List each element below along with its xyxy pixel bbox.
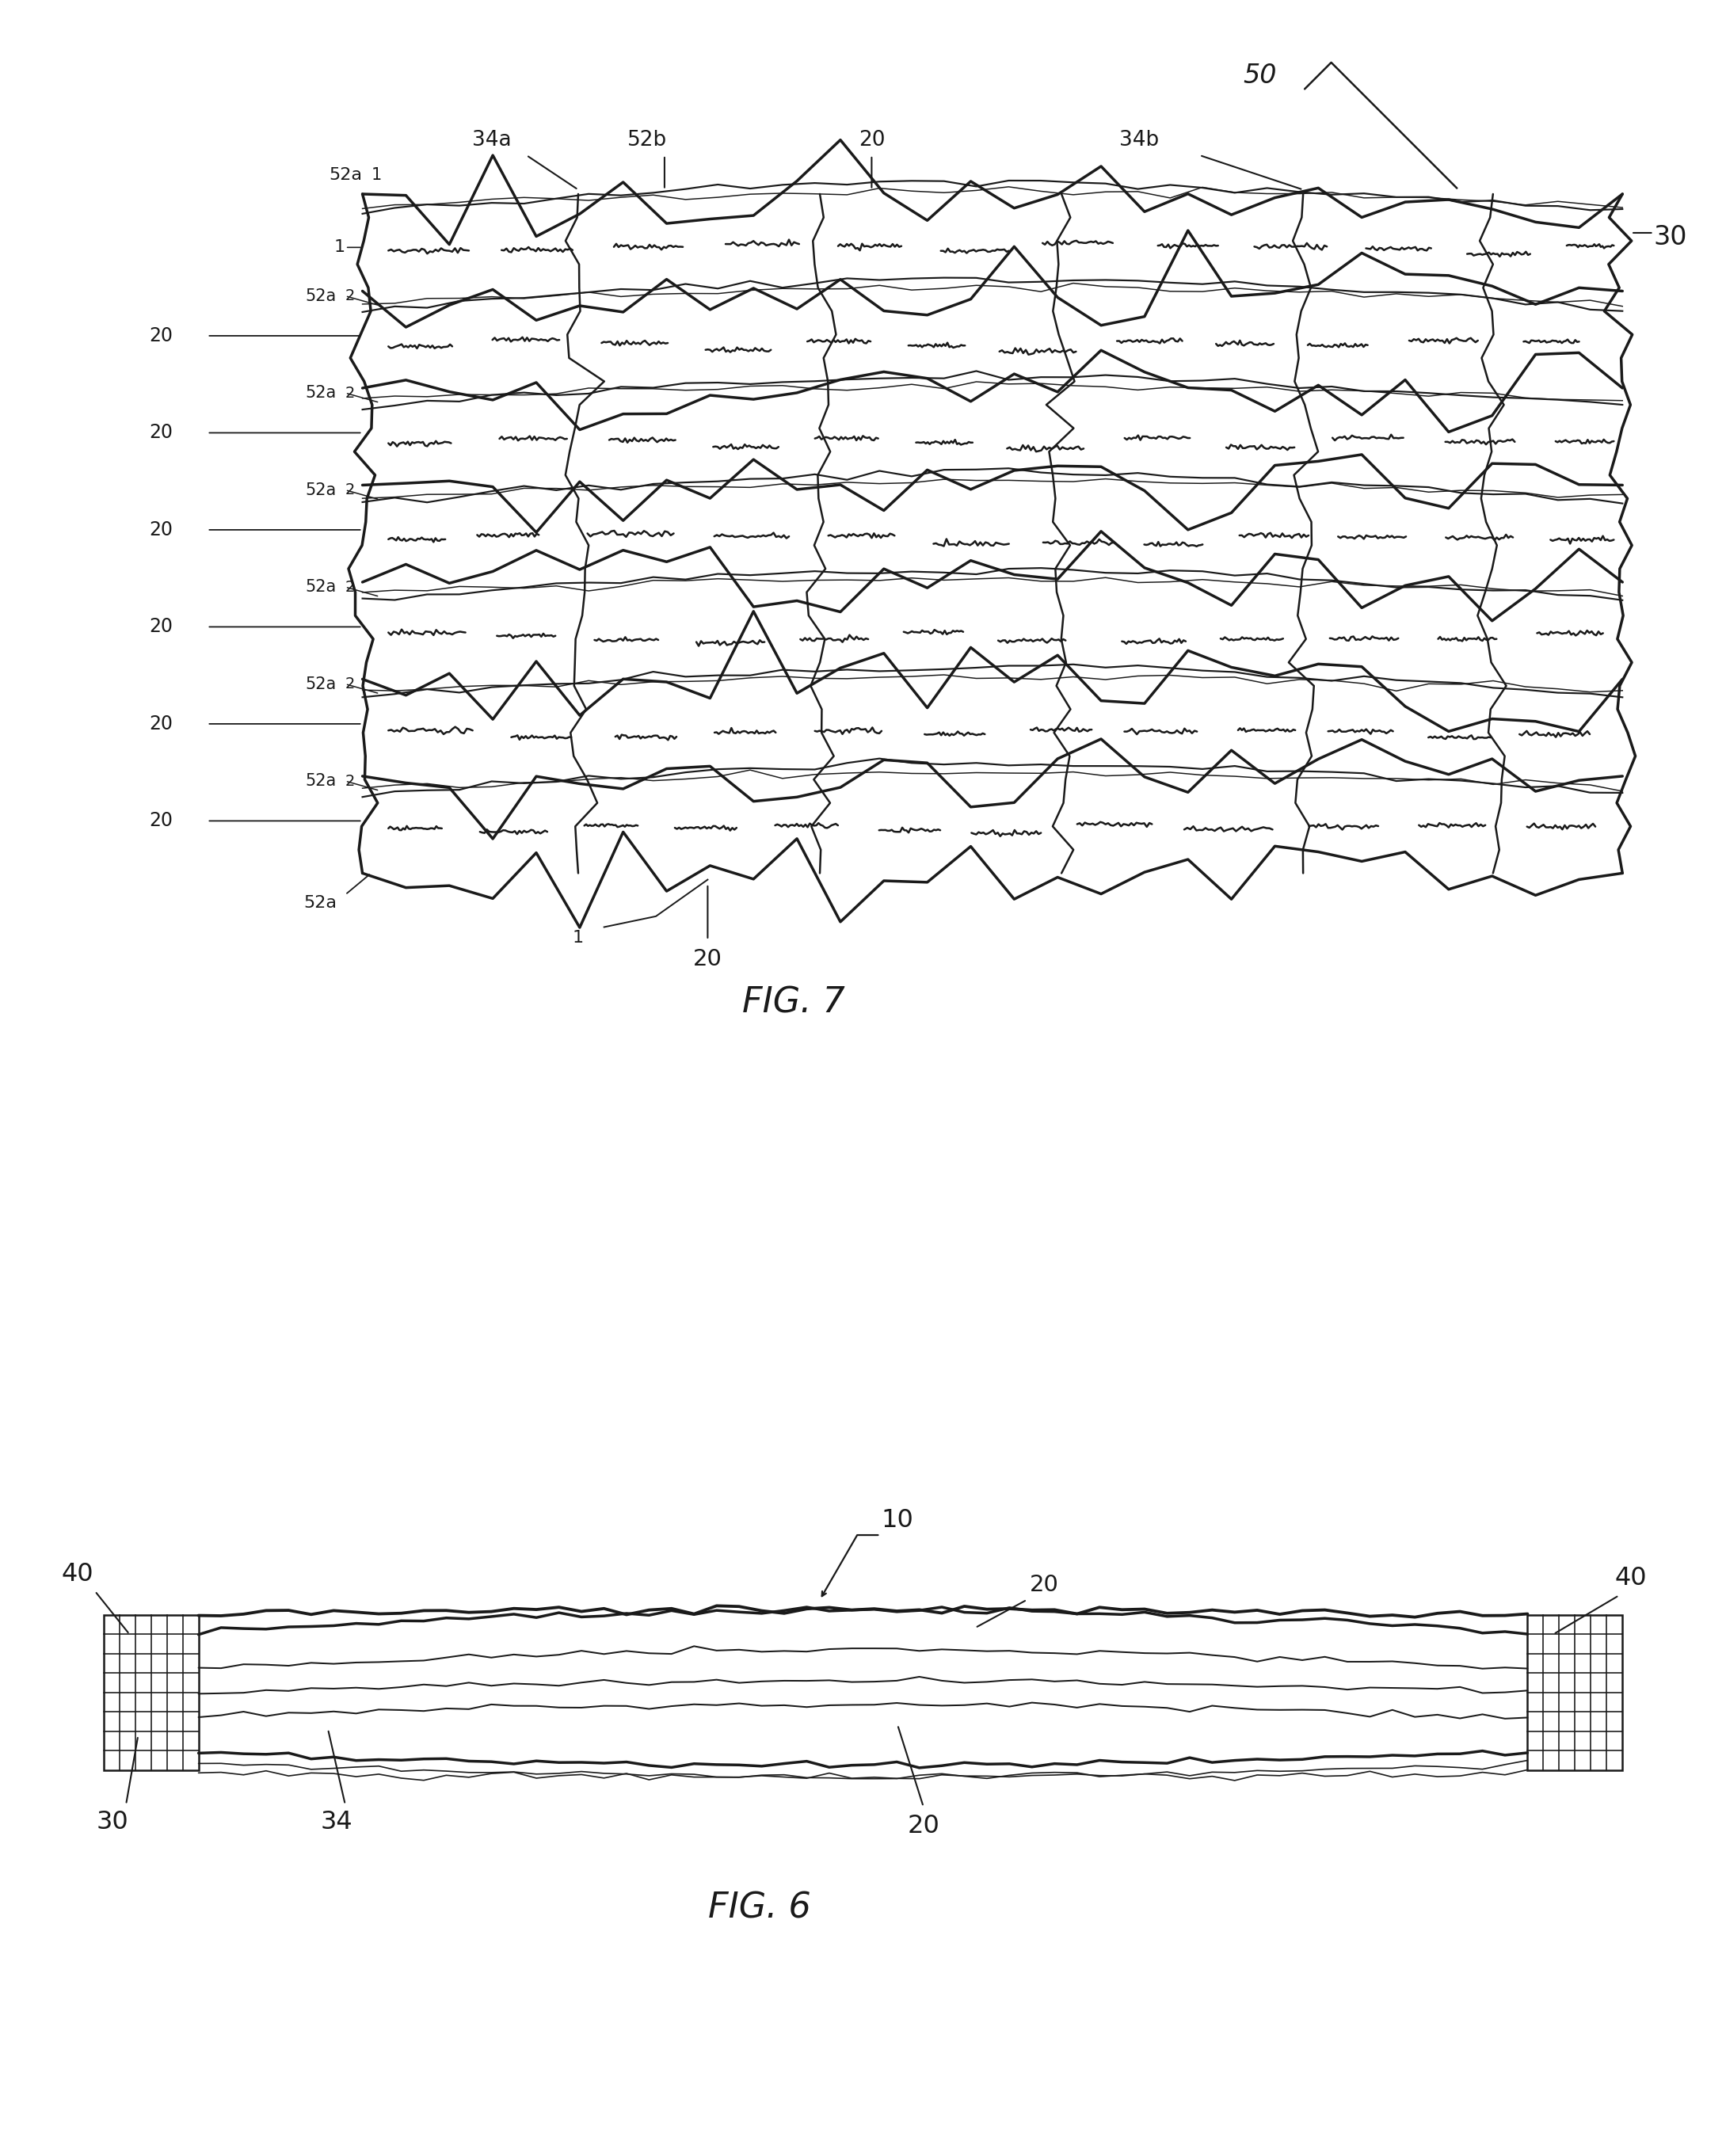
Text: 20: 20	[148, 520, 173, 539]
Text: 40: 40	[62, 1561, 93, 1587]
Text: 52a: 52a	[306, 774, 337, 789]
Text: 20: 20	[858, 129, 885, 151]
Text: 1: 1	[573, 929, 583, 946]
Text: 30: 30	[1654, 224, 1688, 250]
Text: 52b: 52b	[627, 129, 668, 151]
Text: 34b: 34b	[1118, 129, 1160, 151]
Text: 20: 20	[908, 1813, 939, 1839]
Text: FIG. 6: FIG. 6	[708, 1891, 811, 1925]
Text: 20: 20	[148, 326, 173, 345]
Text: 1: 1	[371, 168, 381, 183]
Text: 52a: 52a	[306, 386, 337, 401]
Text: 20: 20	[148, 617, 173, 636]
Text: FIG. 7: FIG. 7	[742, 985, 846, 1020]
Text: 2: 2	[345, 386, 356, 401]
Text: 20: 20	[148, 423, 173, 442]
Text: 34a: 34a	[473, 129, 511, 151]
Text: 2: 2	[345, 677, 356, 692]
Text: 2: 2	[345, 774, 356, 789]
Text: 52a: 52a	[304, 895, 337, 910]
Text: 20: 20	[148, 714, 173, 733]
Text: 2: 2	[345, 580, 356, 595]
Text: 52a: 52a	[306, 483, 337, 498]
Text: 1: 1	[335, 239, 345, 254]
Text: 20: 20	[694, 949, 721, 970]
Text: 52a: 52a	[330, 168, 362, 183]
Text: 52a: 52a	[306, 580, 337, 595]
Text: 30: 30	[97, 1809, 128, 1835]
Text: 20: 20	[1030, 1574, 1058, 1595]
Text: 50: 50	[1243, 63, 1277, 88]
Text: 2: 2	[345, 483, 356, 498]
Text: 52a: 52a	[306, 677, 337, 692]
Text: 34: 34	[321, 1809, 352, 1835]
Text: 40: 40	[1616, 1565, 1647, 1591]
Text: 2: 2	[345, 289, 356, 304]
Text: 52a: 52a	[306, 289, 337, 304]
Text: 10: 10	[882, 1507, 913, 1533]
Text: 20: 20	[148, 811, 173, 830]
